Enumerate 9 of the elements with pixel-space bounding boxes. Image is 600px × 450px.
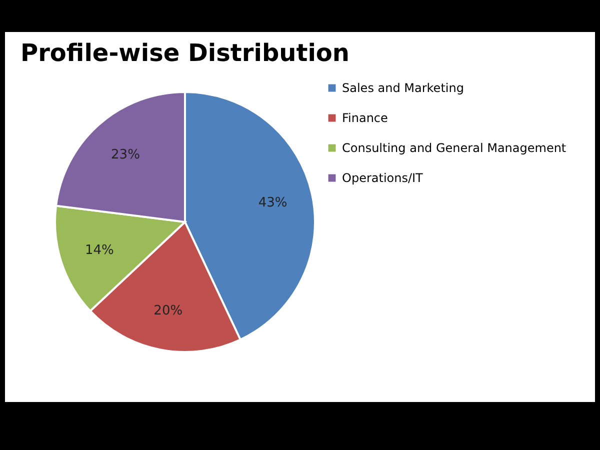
- data-label: 20%: [154, 303, 183, 318]
- data-label: 14%: [84, 242, 114, 258]
- legend-label: Sales and Marketing: [342, 81, 464, 95]
- legend-label: Finance: [342, 111, 388, 125]
- legend-label: Operations/IT: [342, 171, 424, 185]
- data-label: 43%: [258, 195, 288, 210]
- legend-label: Consulting and General Management: [342, 141, 566, 155]
- data-label: 23%: [111, 147, 140, 162]
- chart-title: Profile-wise Distribution: [20, 39, 350, 67]
